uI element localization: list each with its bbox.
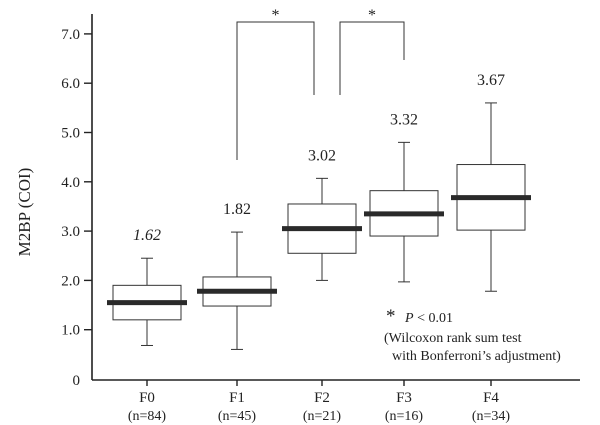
significance-star: * [368,7,376,24]
y-tick-label: 4.0 [61,175,80,191]
x-sample-size-label: (n=84) [128,409,167,424]
note-line-1: * P < 0.01 [386,306,453,327]
box-f3: 3.32 [364,111,444,283]
y-tick-label: 7.0 [61,27,80,43]
y-tick-label: 1.0 [61,323,80,339]
median-value-label: 1.62 [133,227,161,244]
y-tick-label: 0 [73,373,81,389]
y-axis-label: M2BP (COI) [15,168,34,257]
y-tick-label: 6.0 [61,76,80,92]
note-p-symbol: P [404,311,414,326]
bracket-line [236,21,315,160]
median-value-label: 3.67 [477,72,505,89]
y-tick-label: 5.0 [61,126,80,142]
x-category-label: F4 [483,390,499,406]
box-f0: 1.62 [107,227,187,346]
x-sample-size-label: (n=45) [218,409,257,424]
x-category-label: F0 [139,390,155,406]
note-p-value: < 0.01 [417,311,453,326]
x-sample-size-label: (n=21) [303,409,342,424]
significance-brackets: * * [236,7,405,160]
note-star: * [386,306,396,327]
significance-bracket: * [236,7,315,160]
median-value-label: 1.82 [223,201,251,218]
significance-star: * [272,7,280,24]
x-category-label: F2 [314,390,330,406]
axes [91,14,580,381]
median-value-label: 3.02 [308,147,336,164]
significance-note: * P < 0.01 (Wilcoxon rank sum test with … [384,306,561,364]
x-axis-labels: F0 (n=84) F1 (n=45) F2 (n=21) F3 (n=16) F4 (n=34) [128,380,511,424]
box-series: 1.62 1.82 3.02 3.32 3.67 [107,72,531,350]
y-tick-label: 2.0 [61,273,80,289]
note-line-3: with Bonferroni’s adjustment) [392,349,561,364]
y-axis-ticks: 0 1.0 2.0 3.0 4.0 5.0 6.0 7.0 [61,27,92,389]
box-f1: 1.82 [197,201,277,350]
x-category-label: F1 [229,390,245,406]
x-sample-size-label: (n=16) [385,409,424,424]
significance-bracket: * [339,7,405,95]
box-f4: 3.67 [451,72,531,292]
box-f2: 3.02 [282,147,362,281]
x-category-label: F3 [396,390,412,406]
median-value-label: 3.32 [390,111,418,128]
y-tick-label: 3.0 [61,224,80,240]
x-sample-size-label: (n=34) [472,409,511,424]
note-line-2: (Wilcoxon rank sum test [384,331,522,346]
bracket-line [339,21,405,95]
